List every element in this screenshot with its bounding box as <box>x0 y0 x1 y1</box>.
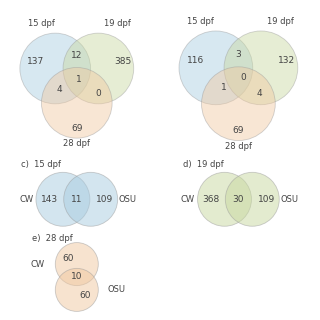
Text: 28 dpf: 28 dpf <box>63 139 90 148</box>
Text: 15 dpf: 15 dpf <box>28 19 55 28</box>
Circle shape <box>63 33 134 104</box>
Text: 385: 385 <box>114 57 132 66</box>
Circle shape <box>55 268 98 311</box>
Text: 10: 10 <box>71 273 83 282</box>
Circle shape <box>225 172 279 226</box>
Text: 116: 116 <box>187 56 204 65</box>
Text: 19 dpf: 19 dpf <box>104 19 131 28</box>
Text: 143: 143 <box>40 195 58 204</box>
Text: 60: 60 <box>62 254 74 263</box>
Circle shape <box>36 172 90 226</box>
Circle shape <box>202 67 275 140</box>
Text: OSU: OSU <box>118 195 136 204</box>
Text: OSU: OSU <box>280 195 298 204</box>
Text: e)  28 dpf: e) 28 dpf <box>32 234 72 243</box>
Circle shape <box>20 33 91 104</box>
Text: 19 dpf: 19 dpf <box>267 17 294 26</box>
Text: OSU: OSU <box>107 285 125 294</box>
Text: CW: CW <box>30 260 44 268</box>
Text: 3: 3 <box>236 50 241 59</box>
Text: 368: 368 <box>202 195 219 204</box>
Text: 30: 30 <box>233 195 244 204</box>
Circle shape <box>224 31 298 105</box>
Text: 1: 1 <box>76 75 82 84</box>
Text: 109: 109 <box>96 195 113 204</box>
Text: CW: CW <box>19 195 33 204</box>
Text: 4: 4 <box>56 84 62 93</box>
Text: 69: 69 <box>71 124 83 133</box>
Circle shape <box>64 172 118 226</box>
Text: CW: CW <box>181 195 195 204</box>
Circle shape <box>55 243 98 285</box>
Text: 137: 137 <box>27 57 44 66</box>
Circle shape <box>179 31 253 105</box>
Circle shape <box>197 172 252 226</box>
Text: 28 dpf: 28 dpf <box>225 142 252 151</box>
Text: 11: 11 <box>71 195 83 204</box>
Text: 12: 12 <box>71 51 83 60</box>
Text: 0: 0 <box>95 89 101 98</box>
Text: d)  19 dpf: d) 19 dpf <box>183 160 224 169</box>
Text: 60: 60 <box>80 291 91 300</box>
Text: 15 dpf: 15 dpf <box>187 17 214 26</box>
Text: 0: 0 <box>241 73 246 82</box>
Text: 109: 109 <box>258 195 275 204</box>
Text: c)  15 dpf: c) 15 dpf <box>21 160 61 169</box>
Text: 1: 1 <box>221 83 227 92</box>
Circle shape <box>42 68 112 138</box>
Text: 132: 132 <box>278 56 295 65</box>
Text: 69: 69 <box>233 126 244 135</box>
Text: 4: 4 <box>256 89 262 98</box>
